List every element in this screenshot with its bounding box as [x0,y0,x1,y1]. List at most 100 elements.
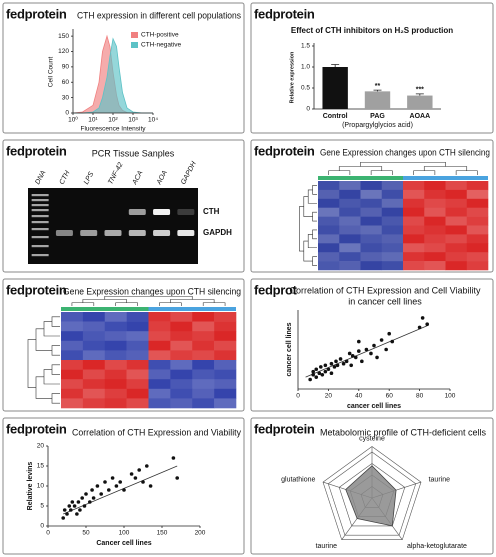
panel-title: in cancer cell lines [348,296,422,306]
heatmap-cell [192,350,215,361]
heatmap-cell [82,369,106,380]
heatmap-cell [360,198,383,208]
y-tick-label: 0 [306,106,310,113]
point [70,500,75,504]
band [177,209,195,215]
y-tick-label: 60 [62,79,70,86]
heatmap-cell [339,198,361,208]
heatmap-cell [466,243,489,253]
heatmap-cell [339,207,361,217]
radar-ring [327,451,417,536]
ladder-band [31,245,49,248]
heatmap-cell [403,243,425,253]
heatmap-cell [360,261,383,271]
heatmap-cell [466,216,489,226]
radar-ring [338,463,406,527]
heatmap-cell [466,252,489,262]
dendrogram [360,161,446,167]
heatmap-cell [318,243,340,253]
heatmap-cell [466,225,489,235]
point [425,322,430,327]
heatmap-cell [170,398,193,409]
significance: ** [375,83,381,90]
radar-axis-label: taurine [429,476,451,483]
point [384,347,388,352]
heatmap-cell [192,379,215,390]
heatmap-cell [466,189,489,200]
y-tick-label: 0.5 [301,85,310,92]
heatmap-cell [381,198,404,208]
heatmap-cell [104,340,127,351]
legend-label: CTH-positive [141,32,179,39]
y-axis-label: cancer cell lines [286,322,293,376]
y-tick-label: 150 [58,33,69,40]
heatmap-cell [214,388,237,399]
heatmap-cell [424,181,446,191]
y-tick-label: 0 [65,110,69,117]
error-bar [373,89,382,92]
point [308,377,312,382]
point [84,492,88,496]
heatmap-cell [424,198,446,208]
band [128,209,146,215]
point [364,347,369,352]
x-tick-label: 10³ [128,117,138,124]
point [360,359,364,364]
heatmap-cell [360,225,383,235]
panel-title: Correlation of CTH Expression and Viabil… [72,427,241,437]
heatmap-cell [192,388,215,399]
heatmap-cell [318,225,340,235]
heatmap-cell [318,198,340,208]
subtitle: Effect of CTH inhibitors on H₂S producti… [291,26,453,35]
y-tick-label: 15 [37,463,45,470]
heatmap-cell [445,252,468,262]
heatmap-cell [318,189,340,200]
x-tick-label: 200 [195,530,206,537]
ladder-band [31,236,49,239]
point [334,359,338,364]
heatmap-cell [104,312,127,322]
heatmap-cell [214,398,237,409]
heatmap-cell [466,207,489,217]
heatmap-cell [360,207,383,217]
heatmap-cell [170,331,193,342]
heatmap-cell [445,243,468,253]
trend-line [305,325,428,378]
heatmap-cell [61,350,84,361]
ladder-band [31,199,49,202]
heatmap-cell [424,207,446,217]
heatmap-cell [403,189,425,200]
heatmap-cell [339,181,361,191]
band [128,230,146,236]
heatmap-cell [403,181,425,191]
heatmap-cell [381,234,404,244]
point [62,508,67,512]
panel-title: Correlation of CTH Expression and Cell V… [290,285,481,295]
point [387,331,392,336]
heatmap-cell [170,360,193,370]
heatmap-cell [126,369,149,380]
heatmap-cell [148,379,171,390]
x-tick-label: 0 [46,530,50,537]
heatmap-cell [339,234,361,244]
ladder-band [31,228,49,231]
heatmap-cell [82,379,106,390]
panel [2,417,245,555]
panel [250,278,494,412]
point [122,488,126,492]
heatmap-cell [192,312,215,322]
error-bar [331,64,340,67]
radar-axis-label: taurine [316,543,338,550]
heatmap-cell [424,261,446,271]
band [56,209,73,215]
heatmap-cell [170,379,193,390]
point [311,369,316,374]
heatmap-cell [192,331,215,342]
point [118,480,122,484]
group-bar [403,176,488,180]
point [171,456,176,460]
point [420,316,425,320]
point [75,512,79,516]
dendrogram [104,295,193,300]
band [104,230,122,236]
